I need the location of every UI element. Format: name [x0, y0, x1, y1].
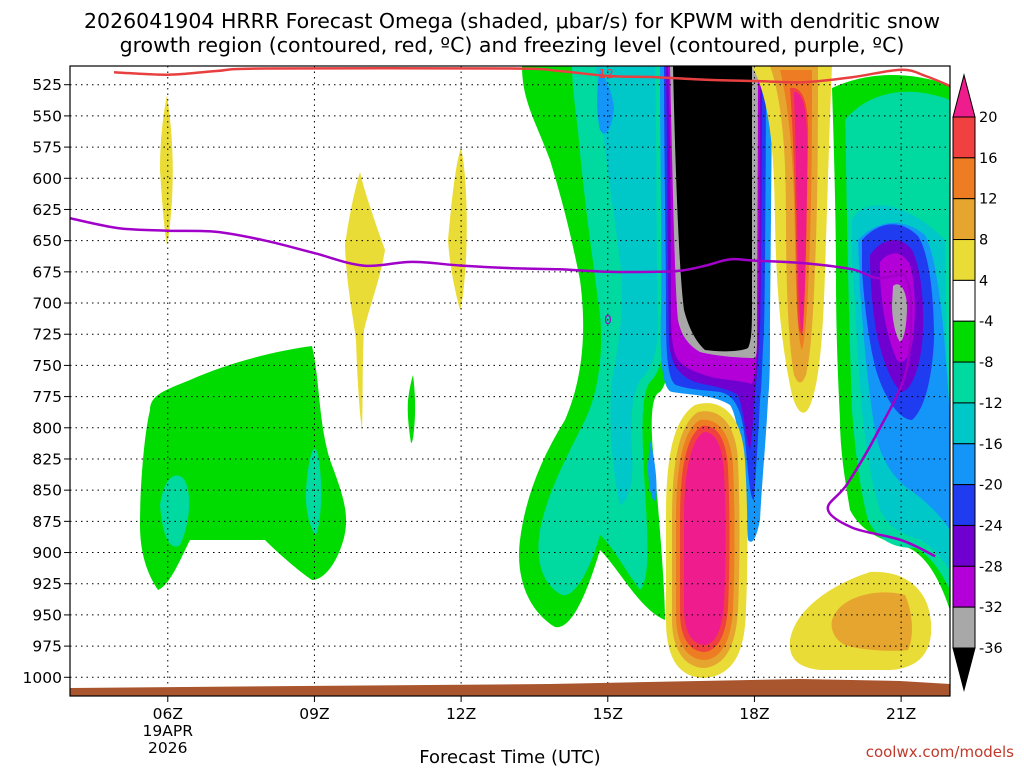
colorbar-box — [952, 484, 976, 526]
y-tick-label: 800 — [32, 419, 62, 437]
y-tick-label: 975 — [32, 638, 62, 656]
colorbar-top-triangle — [952, 73, 976, 118]
colorbar-label: -8 — [979, 355, 993, 371]
omega-area-yellow-blob-1 — [160, 95, 173, 245]
colorbar-bottom-triangle — [952, 647, 976, 692]
y-tick-label: 575 — [32, 139, 62, 157]
colorbar-label: 16 — [979, 151, 997, 167]
plot-frame — [69, 65, 951, 697]
colorbar-label: -20 — [979, 478, 1003, 494]
x-tick-label: 12Z — [446, 705, 476, 723]
colorbar-label: -24 — [979, 518, 1003, 534]
omega-area-green-left — [140, 346, 347, 590]
y-tick-label: 750 — [32, 357, 62, 375]
terrain-surface — [70, 679, 950, 696]
omega-area-blue-center-2 — [648, 440, 657, 501]
colorbar-box — [952, 157, 976, 200]
y-tick-label: 550 — [32, 107, 62, 125]
y-tick-label: 775 — [32, 388, 62, 406]
y-tick-label: 700 — [32, 295, 62, 313]
freezing-contour-label: 0 — [604, 313, 612, 327]
y-tick-label: 1000 — [23, 669, 62, 687]
colorbar-box — [952, 443, 976, 486]
omega-area-black-core — [673, 66, 752, 352]
colorbar-label: -16 — [979, 437, 1003, 453]
x-axis-label: Forecast Time (UTC) — [419, 747, 600, 768]
dgz-contour-line — [113, 66, 950, 88]
omega-area-orange-bottomright — [831, 592, 912, 651]
colorbar-box — [952, 524, 976, 567]
y-axis: 525 550 575 600 625 650 675 700 725 750 775 800 825 8… — [23, 76, 70, 687]
omega-area-cyan-left-2 — [305, 448, 322, 535]
colorbar: 20 16 12 8 4 -4 -8 -12 -16 -20 -24 -28 -32 -36 — [952, 73, 1003, 692]
chart-title-line1: 2026041904 HRRR Forecast Omega (shaded, … — [84, 9, 940, 33]
omega-shading — [140, 66, 950, 678]
colorbar-box — [952, 116, 976, 159]
y-tick-label: 825 — [32, 450, 62, 468]
colorbar-box — [952, 239, 976, 281]
omega-area-magenta-top — [794, 92, 808, 335]
colorbar-box — [952, 279, 976, 322]
colorbar-label: 20 — [979, 110, 997, 126]
colorbar-box — [952, 606, 976, 649]
colorbar-box — [952, 198, 976, 241]
y-tick-label: 600 — [32, 170, 62, 188]
colorbar-label: 8 — [979, 233, 988, 249]
y-tick-label: 625 — [32, 201, 62, 219]
omega-area-gray-right — [892, 284, 907, 342]
y-tick-label: 875 — [32, 513, 62, 531]
colorbar-box — [952, 320, 976, 363]
surface-terrain — [70, 679, 950, 696]
y-tick-label: 850 — [32, 482, 62, 500]
x-tick-label: 15Z — [593, 705, 623, 723]
colorbar-label: -28 — [979, 559, 1003, 575]
omega-area-yellow-blob-2 — [345, 172, 385, 430]
colorbar-label: 12 — [979, 192, 997, 208]
grid-lines — [70, 66, 950, 696]
y-tick-label: 925 — [32, 575, 62, 593]
omega-area-cyan-center — [596, 66, 659, 505]
x-tick-label: 06Z — [153, 705, 183, 723]
credit-text: coolwx.com/models — [866, 743, 1014, 761]
omega-area-green-blob-small — [407, 375, 416, 443]
freezing-level-line — [70, 216, 936, 558]
colorbar-label: 4 — [979, 273, 988, 289]
x-tick-label: 09Z — [299, 705, 329, 723]
omega-area-blue-center — [597, 70, 614, 134]
x-tick-sublabel: 2026 — [148, 739, 187, 757]
y-tick-label: 525 — [32, 76, 62, 94]
y-tick-label: 725 — [32, 326, 62, 344]
dgz-contour-label: -12 — [594, 67, 614, 81]
chart-title-line2: growth region (contoured, red, ºC) and f… — [120, 33, 905, 57]
x-tick-label: 21Z — [886, 705, 916, 723]
y-tick-label: 650 — [32, 232, 62, 250]
x-tick-sublabel: 19APR — [143, 722, 194, 740]
colorbar-box — [952, 565, 976, 608]
omega-area-yellow-blob-3 — [448, 148, 467, 310]
y-tick-label: 950 — [32, 606, 62, 624]
colorbar-label: -4 — [979, 314, 993, 330]
colorbar-box — [952, 361, 976, 404]
colorbar-label: -32 — [979, 600, 1003, 616]
colorbar-box — [952, 402, 976, 445]
y-tick-label: 900 — [32, 544, 62, 562]
y-tick-label: 675 — [32, 263, 62, 281]
colorbar-label: -36 — [979, 641, 1003, 657]
omega-area-magenta-low — [684, 432, 726, 645]
x-tick-label: 18Z — [739, 705, 769, 723]
colorbar-label: -12 — [979, 396, 1003, 412]
